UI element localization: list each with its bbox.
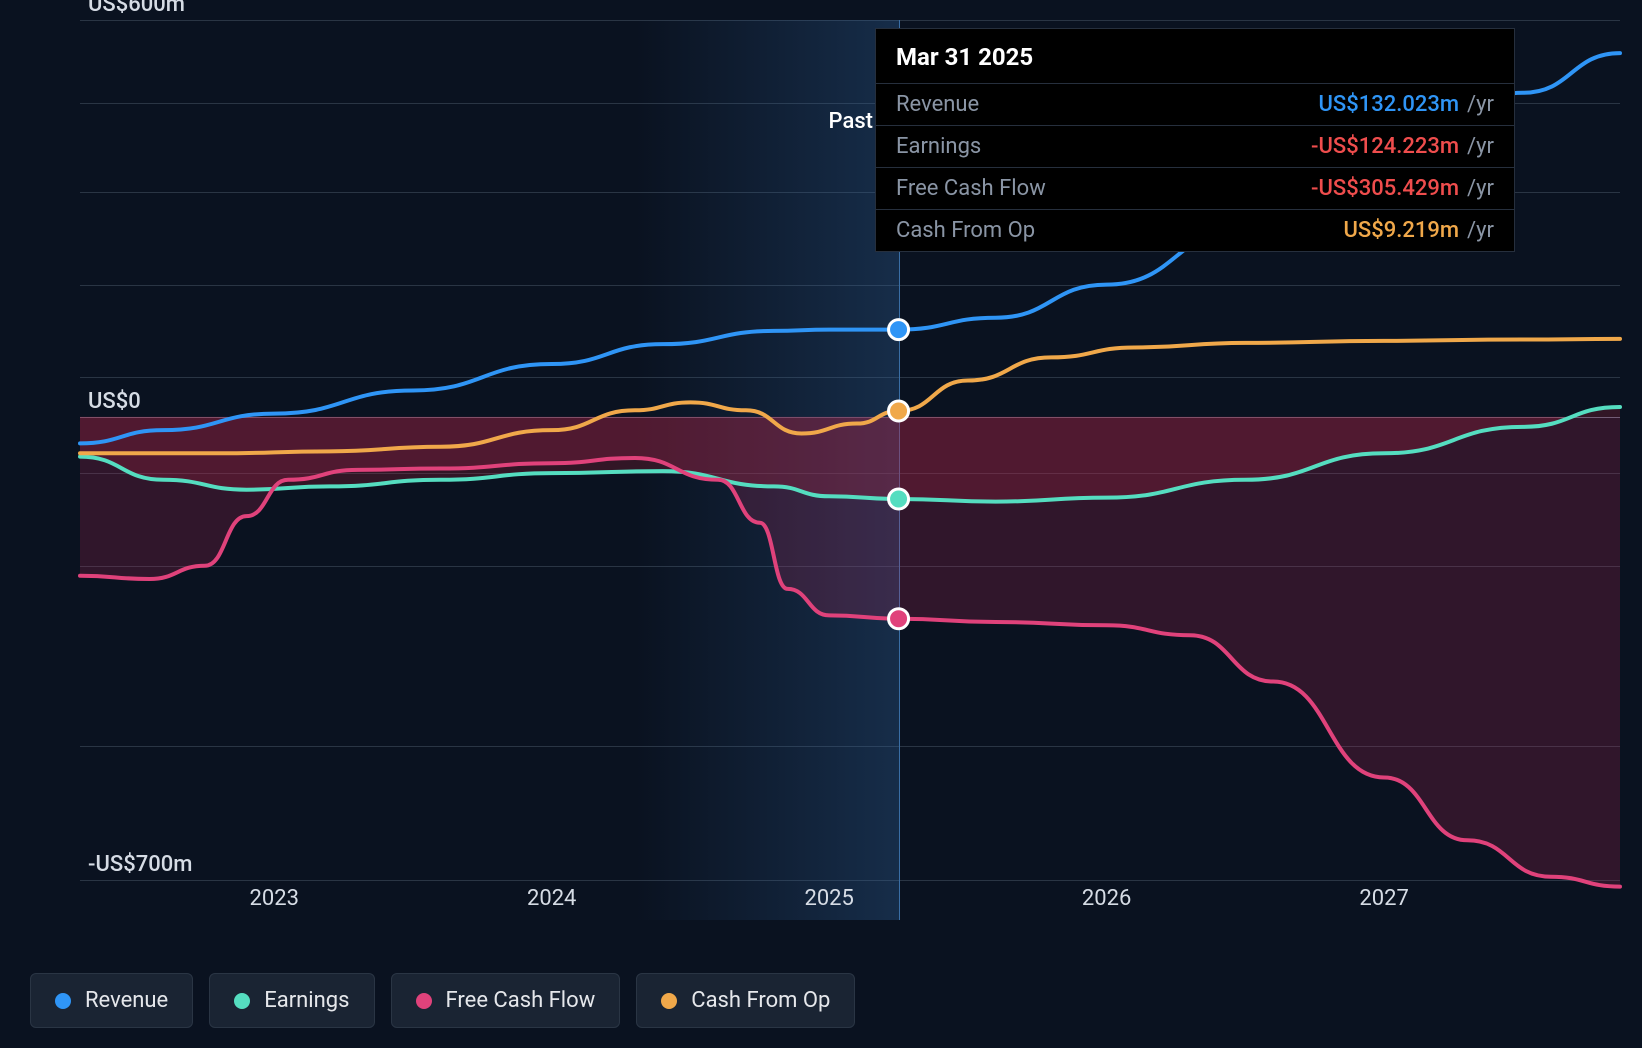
legend-label: Free Cash Flow [446,988,596,1013]
legend-label: Cash From Op [691,988,830,1013]
chart-legend: Revenue Earnings Free Cash Flow Cash From O… [30,973,855,1028]
fcf-marker [889,609,909,629]
earnings-marker [889,489,909,509]
legend-item-revenue[interactable]: Revenue [30,973,193,1028]
tooltip-row: Cash From OpUS$9.219m/yr [876,209,1514,251]
legend-item-earnings[interactable]: Earnings [209,973,374,1028]
revenue-marker [889,320,909,340]
tooltip-row-unit: /yr [1467,134,1494,159]
tooltip-row-unit: /yr [1467,218,1494,243]
cfo-marker [889,401,909,421]
tooltip-row-value: -US$124.223m [1311,134,1459,159]
tooltip-row-unit: /yr [1467,92,1494,117]
legend-label: Earnings [264,988,349,1013]
legend-label: Revenue [85,988,168,1013]
legend-dot-icon [234,993,250,1009]
y-axis-label: US$600m [88,0,185,17]
hover-tooltip: Mar 31 2025RevenueUS$132.023m/yrEarnings… [875,28,1515,252]
legend-dot-icon [661,993,677,1009]
tooltip-row-label: Free Cash Flow [896,176,1311,201]
tooltip-row-unit: /yr [1467,176,1494,201]
legend-dot-icon [416,993,432,1009]
tooltip-row: Free Cash Flow-US$305.429m/yr [876,167,1514,209]
legend-item-fcf[interactable]: Free Cash Flow [391,973,621,1028]
tooltip-row-label: Revenue [896,92,1319,117]
legend-dot-icon [55,993,71,1009]
tooltip-row-value: US$9.219m [1344,218,1460,243]
tooltip-row-value: -US$305.429m [1311,176,1459,201]
tooltip-row-value: US$132.023m [1319,92,1460,117]
tooltip-row-label: Earnings [896,134,1311,159]
legend-item-cfo[interactable]: Cash From Op [636,973,855,1028]
tooltip-row-label: Cash From Op [896,218,1344,243]
tooltip-row: RevenueUS$132.023m/yr [876,83,1514,125]
tooltip-row: Earnings-US$124.223m/yr [876,125,1514,167]
tooltip-title: Mar 31 2025 [876,29,1514,83]
